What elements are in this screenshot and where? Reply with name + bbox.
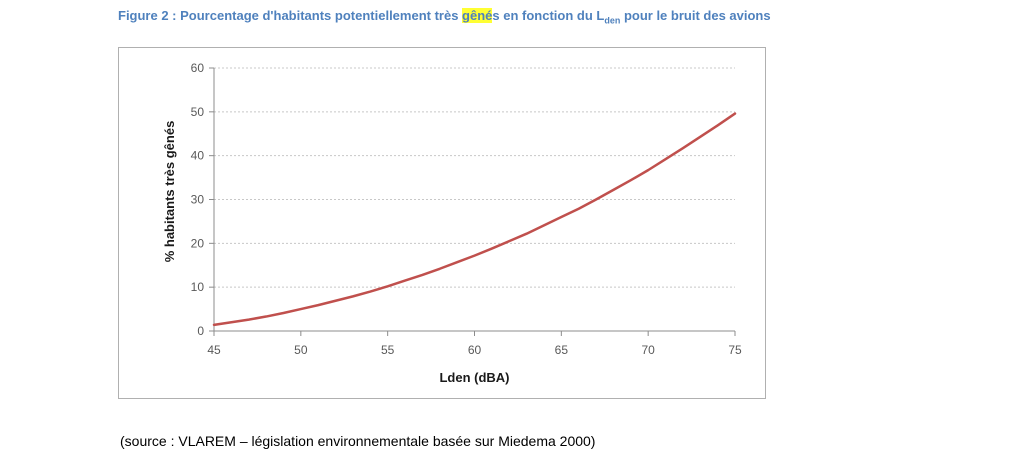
caption-highlight: gêné	[462, 8, 493, 23]
y-tick-label: 50	[191, 105, 205, 119]
series-line	[212, 112, 737, 327]
source-note: (source : VLAREM – législation environne…	[120, 433, 596, 449]
x-tick-label: 50	[294, 343, 308, 357]
caption-subscript: den	[604, 15, 621, 26]
series-layer	[212, 112, 737, 327]
y-tick-label: 30	[191, 193, 205, 207]
x-axis-title: Lden (dBA)	[439, 370, 509, 385]
x-tick-label: 65	[555, 343, 569, 357]
caption-middle: s en fonction du L	[492, 8, 605, 23]
figure-caption: Figure 2 : Pourcentage d'habitants poten…	[118, 8, 771, 26]
y-tick-label: 20	[191, 236, 205, 250]
y-tick-label: 40	[191, 149, 205, 163]
grid-lines	[214, 67, 735, 288]
axes	[209, 67, 736, 336]
x-tick-label: 75	[728, 343, 742, 357]
y-tick-label: 60	[191, 61, 205, 75]
x-tick-label: 60	[468, 343, 482, 357]
tick-labels: 0 10 20 30 40 50 60 45 50 55 60 65 70 75	[191, 61, 742, 357]
x-tick-label: 70	[641, 343, 655, 357]
caption-prefix: Figure 2 : Pourcentage d'habitants poten…	[118, 8, 463, 23]
x-tick-label: 55	[381, 343, 395, 357]
chart-frame: 0 10 20 30 40 50 60 45 50 55 60 65 70 75 Lden (dBA) %…	[118, 47, 766, 399]
caption-suffix: pour le bruit des avions	[620, 8, 771, 23]
line-chart: 0 10 20 30 40 50 60 45 50 55 60 65 70 75 Lden (dBA) %…	[162, 61, 742, 385]
x-tick-label: 45	[207, 343, 221, 357]
y-axis-title: % habitants très gênés	[162, 121, 177, 263]
y-tick-label: 10	[191, 280, 205, 294]
y-tick-label: 0	[197, 324, 204, 338]
